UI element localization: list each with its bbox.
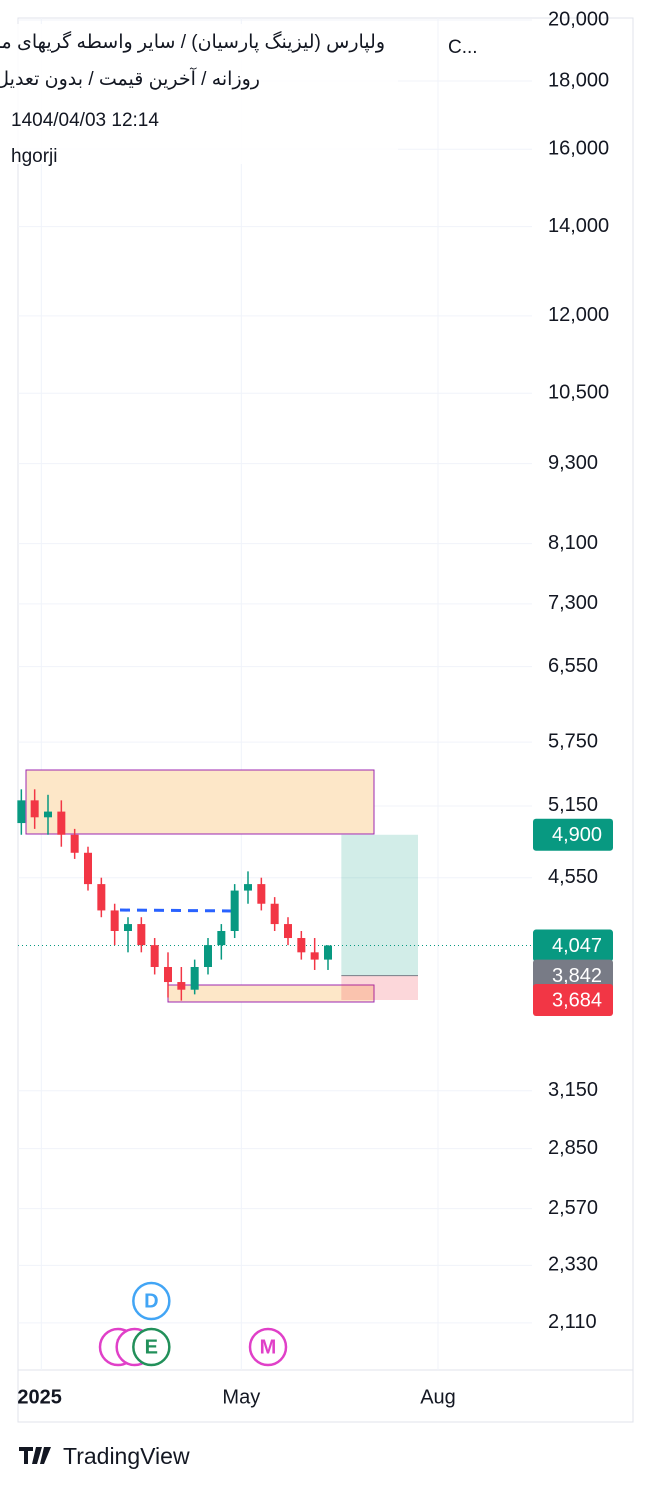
x-tick-label: May (222, 1386, 260, 1408)
event-badge (132, 1281, 171, 1321)
y-tick-label: 12,000 (548, 304, 609, 326)
candle-body (217, 931, 226, 946)
y-tick-label: 2,570 (548, 1197, 598, 1219)
symbol-title: ولپارس (لیزینگ پارسیان) / سایر واسطه گری… (0, 30, 385, 53)
price-badge (533, 818, 613, 851)
price-badge (533, 959, 613, 992)
candle-body (97, 884, 106, 911)
subtitle: روزانه / آخرین قیمت / بدون تعدیل (0, 66, 260, 90)
brand: TradingView (63, 1443, 190, 1469)
candle-body (70, 834, 79, 853)
candle-body (110, 910, 119, 932)
price-badge (533, 983, 613, 1016)
candle-body (270, 903, 279, 925)
x-tick-label: Aug (420, 1386, 456, 1408)
candle-body (137, 924, 146, 946)
candle-body (150, 945, 159, 967)
candle-body (310, 952, 319, 960)
candle-body (190, 966, 199, 990)
candle-body (230, 890, 239, 932)
profit-zone (341, 834, 418, 976)
price-badge-label: 3,842 (552, 965, 602, 987)
candle-body (57, 811, 66, 835)
event-badge (132, 1327, 171, 1367)
candle-body (244, 884, 252, 891)
trend-line (119, 908, 238, 913)
y-tick-label: 6,550 (548, 655, 598, 677)
y-tick-label: 20,000 (548, 8, 609, 30)
candle-body (297, 938, 306, 953)
candle-body (257, 884, 266, 904)
candle-body (84, 852, 92, 885)
candle-body (204, 945, 212, 967)
candle-body (44, 811, 52, 818)
candle-body (17, 800, 26, 824)
candle-body (124, 924, 132, 932)
y-tick-label: 3,150 (548, 1079, 598, 1101)
logo-mark (19, 1447, 51, 1464)
y-tick-label: 14,000 (548, 215, 609, 237)
y-tick-label: 5,750 (548, 730, 598, 752)
y-tick-label: 16,000 (548, 138, 609, 160)
candle-body (177, 982, 186, 990)
y-tick-label: 10,500 (548, 382, 609, 404)
event-badge (248, 1327, 288, 1367)
y-tick-label: 18,000 (548, 69, 609, 91)
loss-zone (341, 975, 418, 1000)
price-badge-label: 3,684 (552, 989, 602, 1011)
candle-body (30, 800, 39, 818)
event-label: M (260, 1336, 277, 1358)
y-tick-label: 4,550 (548, 866, 598, 888)
frame (17, 17, 634, 1423)
event-label: E (145, 1336, 158, 1358)
y-tick-label: 9,300 (548, 452, 598, 474)
candle-body (164, 966, 172, 983)
price-badge-label: 4,047 (552, 935, 602, 957)
y-tick-label: 2,110 (548, 1311, 597, 1333)
price-badge-label: 4,900 (552, 824, 602, 846)
y-tick-label: 5,150 (548, 794, 598, 816)
candle-body (284, 924, 292, 939)
x-tick-label: 2025 (17, 1386, 62, 1408)
price-badge (533, 929, 613, 962)
timestamp: 1404/04/03 12:14 (11, 110, 159, 131)
event-label: D (144, 1290, 158, 1312)
y-tick-label: 2,330 (548, 1254, 598, 1276)
marks (17, 789, 532, 1001)
legend-bg (8, 24, 398, 164)
title-suffix: C... (448, 37, 478, 58)
resistance-zone (25, 769, 375, 835)
y-tick-label: 8,100 (548, 532, 598, 554)
candle-body (324, 945, 332, 960)
y-tick-label: 2,850 (548, 1137, 598, 1159)
grid (18, 18, 532, 1370)
author: hgorji (11, 146, 57, 167)
y-tick-label: 7,300 (548, 592, 598, 614)
logo: TradingView (19, 1443, 190, 1469)
